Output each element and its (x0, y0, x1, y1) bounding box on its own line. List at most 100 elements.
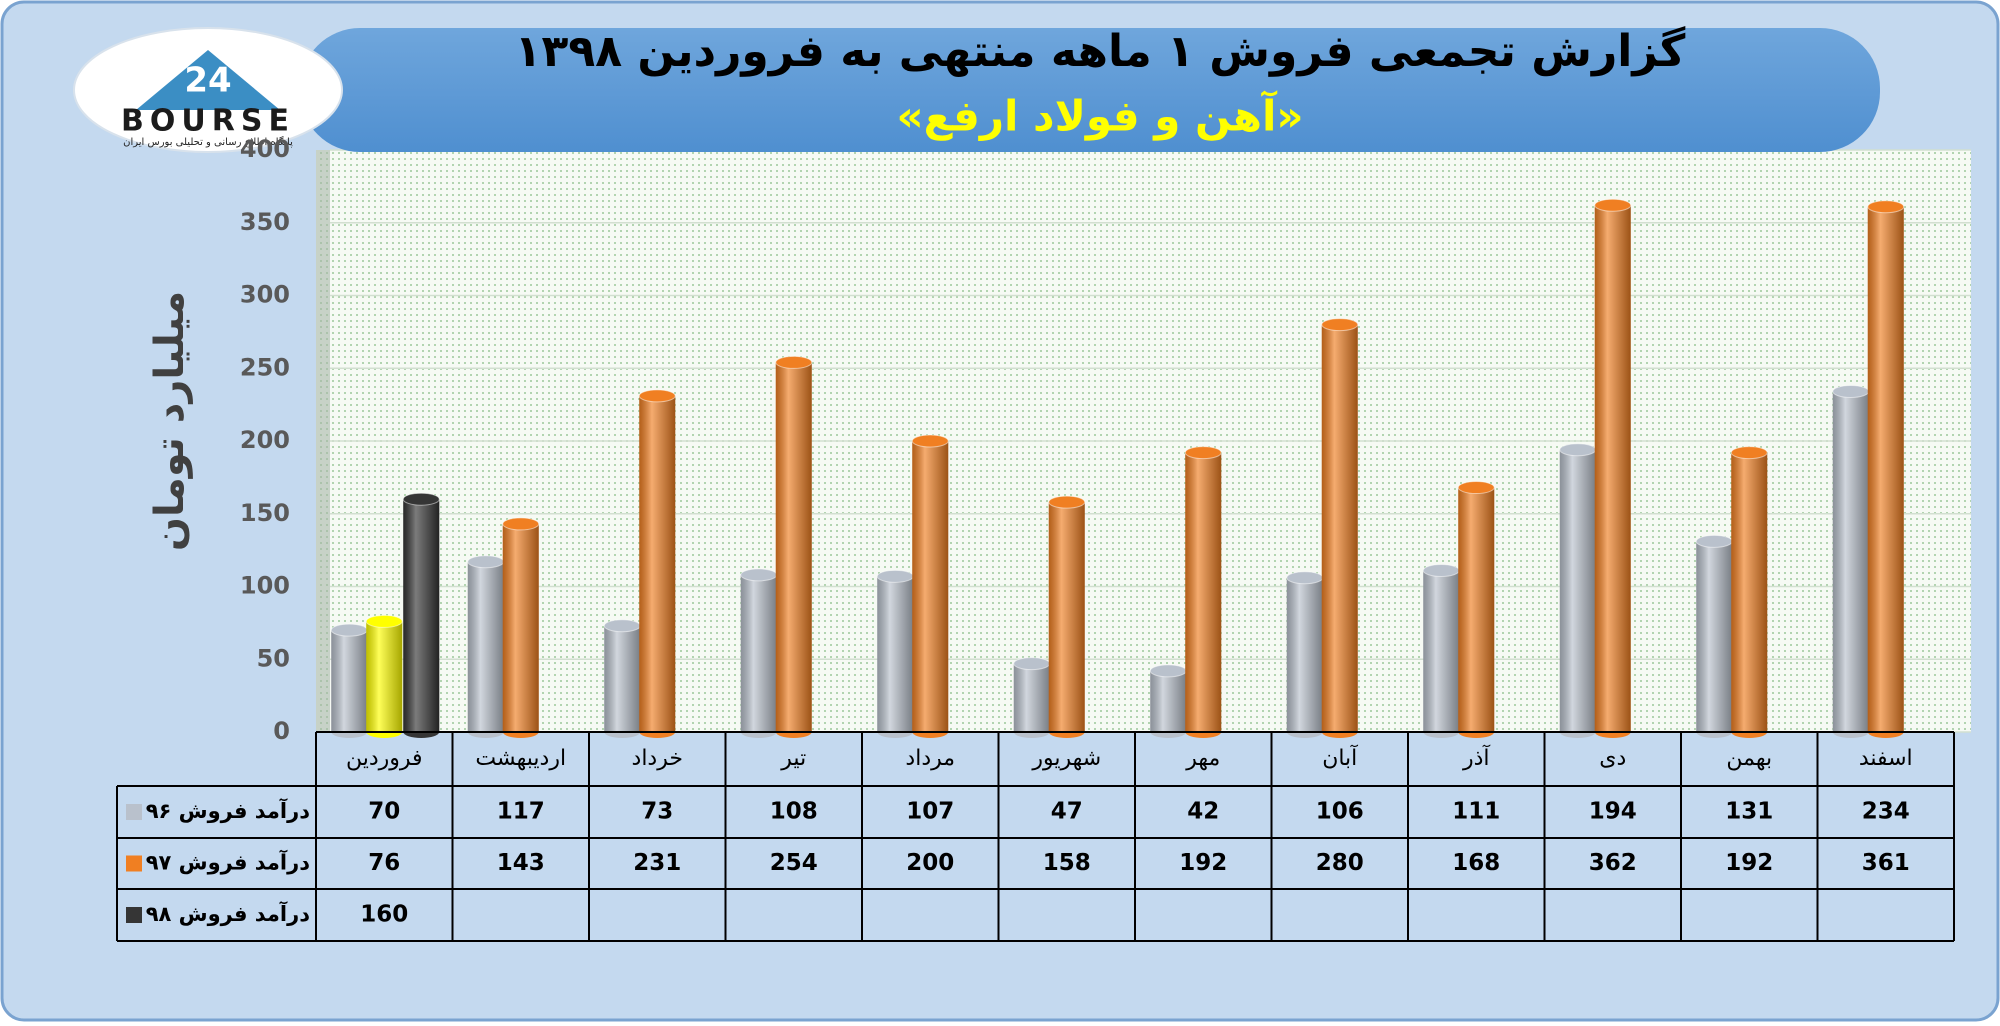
x-tick-label: اردیبهشت (475, 746, 566, 771)
table-value: 192 (1725, 850, 1773, 876)
bar-shade (1559, 449, 1596, 732)
bar-shade (403, 499, 440, 732)
bar-shade (366, 621, 403, 732)
table-value: 111 (1452, 799, 1500, 825)
logo-triangle (136, 50, 280, 110)
bar-cap (740, 568, 778, 582)
bar-shade (1150, 670, 1187, 732)
table-value: 192 (1179, 850, 1227, 876)
x-tick-label: فروردین (346, 746, 423, 771)
bar-cap (1457, 481, 1495, 495)
table-value: 117 (497, 799, 545, 825)
chart-title: گزارش تجمعی فروش ۱ ماهه منتهی به فروردین… (515, 25, 1686, 77)
table-value: 168 (1452, 850, 1500, 876)
table-value: 280 (1316, 850, 1364, 876)
y-tick-label: 0 (273, 717, 290, 745)
bar-shade (740, 574, 777, 732)
bar-cap (911, 434, 949, 448)
y-tick-label: 250 (240, 353, 290, 381)
bar-cap (1048, 495, 1086, 509)
x-tick-label: تیر (780, 746, 806, 771)
bar-cap (1867, 200, 1905, 214)
table-value: 194 (1589, 799, 1637, 825)
bar-cap (502, 517, 540, 531)
logo-number: 24 (184, 61, 231, 101)
table-value: 158 (1043, 850, 1091, 876)
table-value: 131 (1725, 799, 1773, 825)
table-value: 76 (368, 850, 400, 876)
bar-shade (1185, 452, 1222, 732)
y-tick-label: 350 (240, 208, 290, 236)
bar-cap (1832, 385, 1870, 399)
y-tick-label: 150 (240, 499, 290, 527)
y-tick-label: 50 (257, 644, 290, 672)
side-wall (316, 150, 330, 732)
bar-shade (1458, 487, 1495, 732)
bar-cap (365, 614, 403, 628)
bar-shade (467, 561, 504, 732)
logo-tagline: پایگاه اطلاع رسانی و تحلیلی بورس ایران (123, 136, 293, 148)
table-value: 361 (1862, 850, 1910, 876)
bar-shade (1321, 324, 1358, 732)
table-value: 362 (1589, 850, 1637, 876)
x-tick-label: اسفند (1859, 746, 1913, 771)
table-value: 143 (497, 850, 545, 876)
bar-shade (912, 441, 949, 732)
bar-shade (1286, 577, 1323, 732)
x-tick-label: آبان (1322, 744, 1358, 771)
bar-cap (638, 389, 676, 403)
legend-swatch (126, 907, 142, 923)
y-tick-label: 100 (240, 572, 290, 600)
bar-cap (1321, 318, 1359, 332)
table-value: 200 (906, 850, 954, 876)
y-tick-label: 200 (240, 426, 290, 454)
x-tick-label: بهمن (1726, 746, 1772, 771)
x-tick-label: دی (1599, 746, 1626, 771)
bar-shade (877, 576, 914, 732)
title-banner (300, 28, 1880, 152)
bar-shade (1048, 502, 1085, 732)
bar-cap (1184, 446, 1222, 460)
bar-cap (402, 492, 440, 506)
table-value: 73 (641, 799, 673, 825)
table-value: 108 (770, 799, 818, 825)
bar-shade (502, 523, 539, 732)
x-tick-label: آذر (1462, 744, 1490, 771)
table-value: 106 (1316, 799, 1364, 825)
bar-shade (1832, 391, 1869, 732)
y-tick-label: 400 (240, 135, 290, 163)
bar-shade (1594, 205, 1631, 733)
table-value: 70 (368, 799, 400, 825)
bar-shade (1867, 206, 1904, 732)
table-value: 231 (633, 850, 681, 876)
table-value: 42 (1187, 799, 1219, 825)
table-value: 47 (1051, 799, 1083, 825)
bar-cap (1559, 443, 1597, 457)
plot (330, 149, 1971, 738)
table-value: 107 (906, 799, 954, 825)
bar-cap (1422, 563, 1460, 577)
logo-name: BOURSE (121, 104, 295, 139)
bar-cap (330, 623, 368, 637)
bar-cap (876, 569, 914, 583)
legend-label: درآمد فروش ۹۸ (146, 901, 311, 926)
table-value: 160 (360, 902, 408, 928)
bar-cap (1594, 198, 1632, 212)
legend-label: درآمد فروش ۹۷ (146, 850, 311, 875)
bar-shade (331, 630, 368, 732)
bar-shade (604, 625, 641, 732)
bar-cap (775, 355, 813, 369)
x-tick-label: خرداد (632, 746, 683, 771)
bar-shade (1696, 541, 1733, 732)
legend-swatch (126, 855, 142, 872)
bar-shade (1731, 452, 1768, 732)
y-axis-label: میلیارد تومان (147, 291, 193, 551)
table-value: 234 (1862, 799, 1910, 825)
bar-cap (1013, 657, 1051, 671)
legend-label: درآمد فروش ۹۶ (146, 798, 311, 823)
bar-shade (639, 395, 676, 732)
bar-cap (467, 555, 505, 569)
bar-shade (1013, 663, 1050, 732)
